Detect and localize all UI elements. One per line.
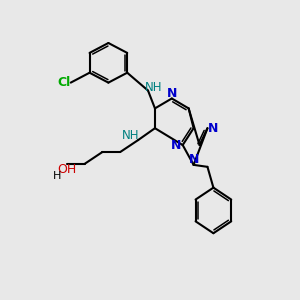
Text: N: N — [208, 122, 219, 135]
Text: N: N — [188, 153, 199, 167]
Text: H: H — [53, 171, 61, 181]
Text: Cl: Cl — [57, 76, 70, 89]
Text: NH: NH — [122, 129, 139, 142]
Text: NH: NH — [145, 81, 163, 94]
Text: N: N — [167, 87, 177, 100]
Text: OH: OH — [57, 163, 76, 176]
Text: N: N — [171, 139, 181, 152]
